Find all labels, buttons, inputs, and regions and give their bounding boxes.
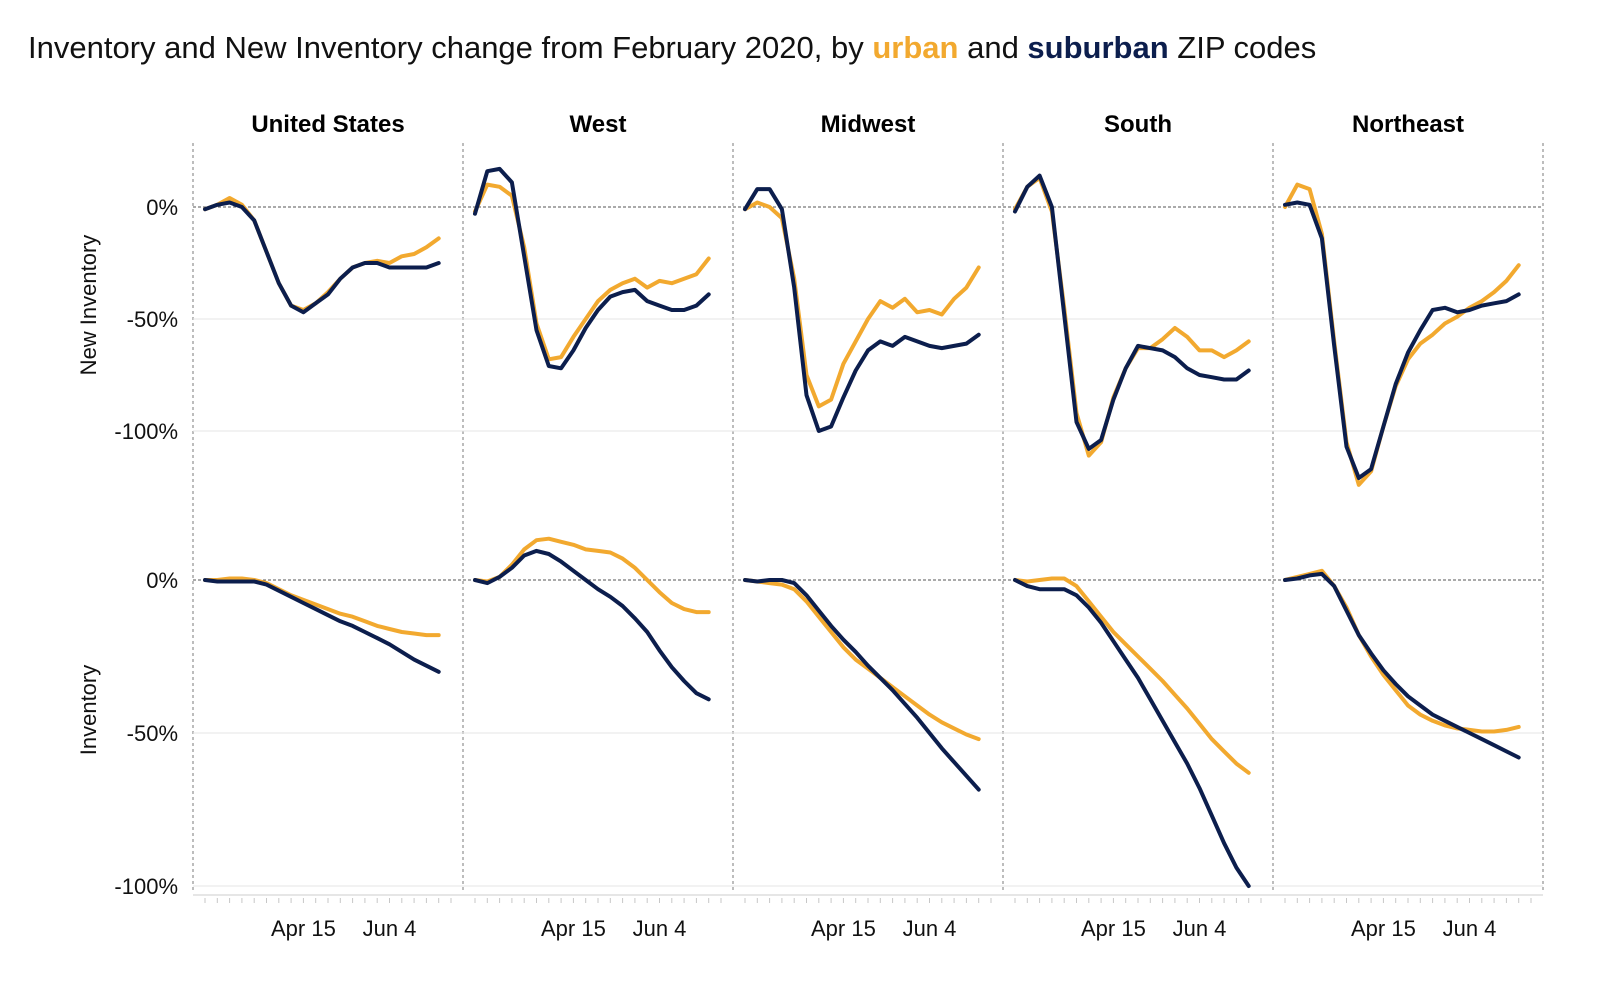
x-tick-label: Jun 4: [903, 916, 957, 941]
series-line-urban: [203, 576, 441, 638]
series-line-suburban: [203, 578, 441, 674]
series-line-suburban: [1013, 173, 1251, 451]
series-line-suburban: [1283, 200, 1521, 480]
series-line-suburban: [203, 200, 441, 315]
series-line-suburban: [743, 578, 981, 792]
panel-title: Northeast: [1352, 111, 1464, 138]
x-tick-label: Apr 15: [811, 916, 876, 941]
y-tick-label: -100%: [114, 419, 178, 444]
panel-title: South: [1104, 111, 1172, 138]
panel-title: West: [570, 111, 627, 138]
series-line-suburban: [743, 187, 981, 433]
x-tick-label: Jun 4: [1443, 916, 1497, 941]
x-tick-label: Apr 15: [1081, 916, 1146, 941]
series-line-urban: [743, 578, 981, 742]
y-axis-label: Inventory: [76, 665, 101, 756]
series-line-suburban: [1013, 578, 1251, 888]
y-tick-label: 0%: [146, 568, 178, 593]
y-tick-label: -50%: [127, 307, 178, 332]
panel-title: Midwest: [821, 111, 916, 138]
title-urban-word: urban: [872, 30, 959, 65]
series-line-urban: [473, 182, 711, 362]
series-line-suburban: [473, 166, 711, 371]
x-tick-label: Apr 15: [271, 916, 336, 941]
series-line-urban: [1013, 175, 1251, 458]
x-tick-label: Apr 15: [1351, 916, 1416, 941]
title-middle: and: [958, 30, 1028, 65]
x-tick-label: Jun 4: [363, 916, 417, 941]
chart-title: Inventory and New Inventory change from …: [28, 30, 1316, 66]
panel-title: United States: [251, 111, 404, 138]
series-line-urban: [743, 200, 981, 409]
y-tick-label: 0%: [146, 195, 178, 220]
y-tick-label: -100%: [114, 874, 178, 899]
y-tick-label: -50%: [127, 721, 178, 746]
series-line-suburban: [473, 548, 711, 702]
x-tick-label: Jun 4: [633, 916, 687, 941]
title-suburban-word: suburban: [1027, 30, 1169, 65]
title-suffix: ZIP codes: [1168, 30, 1317, 65]
series-line-urban: [473, 536, 711, 615]
x-tick-label: Apr 15: [541, 916, 606, 941]
series-line-urban: [1283, 568, 1521, 734]
title-prefix: Inventory and New Inventory change from …: [28, 30, 873, 65]
series-line-suburban: [1283, 571, 1521, 760]
series-line-urban: [203, 196, 441, 312]
series-line-urban: [1013, 576, 1251, 775]
y-axis-label: New Inventory: [76, 235, 101, 376]
x-tick-label: Jun 4: [1173, 916, 1227, 941]
